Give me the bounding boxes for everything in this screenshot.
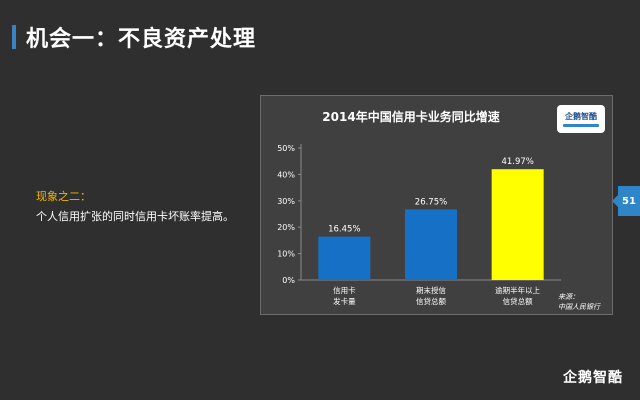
bar — [405, 209, 457, 280]
chart-source: 来源： 中国人民银行 — [558, 292, 600, 312]
y-tick-label: 50% — [277, 144, 295, 153]
bar — [491, 169, 544, 280]
category-label: 信贷总额 — [503, 296, 533, 306]
chart-logo-stripe — [563, 124, 599, 127]
chart-logo-text: 企鹅智酷 — [565, 112, 597, 121]
category-label: 发卡量 — [333, 296, 356, 306]
y-tick-label: 10% — [277, 250, 295, 259]
observation-block: 现象之二： 个人信用扩张的同时信用卡坏账率提高。 — [36, 187, 276, 227]
bar-chart: 0%10%20%30%40%50%16.45%信用卡发卡量26.75%期末授信信… — [277, 144, 561, 306]
slide-title: 机会一：不良资产处理 — [26, 27, 257, 52]
chart-source-name: 中国人民银行 — [558, 303, 600, 311]
page-number: 51 — [622, 195, 636, 207]
chart-title: 2014年中国信用卡业务同比增速 — [322, 110, 500, 124]
category-label: 逾期半年以上 — [495, 285, 540, 295]
category-label: 信贷总额 — [416, 296, 446, 306]
observation-text: 个人信用扩张的同时信用卡坏账率提高。 — [36, 210, 234, 223]
y-tick-label: 20% — [277, 223, 295, 232]
chart-source-label: 来源： — [558, 293, 579, 301]
title-accent-bar — [12, 25, 16, 49]
data-label: 26.75% — [415, 197, 447, 207]
y-tick-label: 40% — [277, 170, 295, 179]
category-label: 期末授信 — [416, 285, 446, 295]
y-tick-label: 30% — [277, 197, 295, 206]
observation-label: 现象之二： — [36, 190, 91, 203]
data-label: 16.45% — [328, 225, 360, 235]
brand-logo: 企鹅智酷 — [563, 370, 623, 386]
chart-panel: 2014年中国信用卡业务同比增速 企鹅智酷 0% 10% 20% 30% 40% 50% 1… — [260, 95, 613, 315]
y-tick-label: 0% — [282, 276, 295, 285]
bar — [318, 236, 371, 280]
data-label: 41.97% — [501, 157, 533, 167]
page-number-badge: 51 — [612, 186, 640, 216]
category-label: 信用卡 — [333, 285, 356, 295]
chart-logo: 企鹅智酷 — [557, 105, 605, 133]
